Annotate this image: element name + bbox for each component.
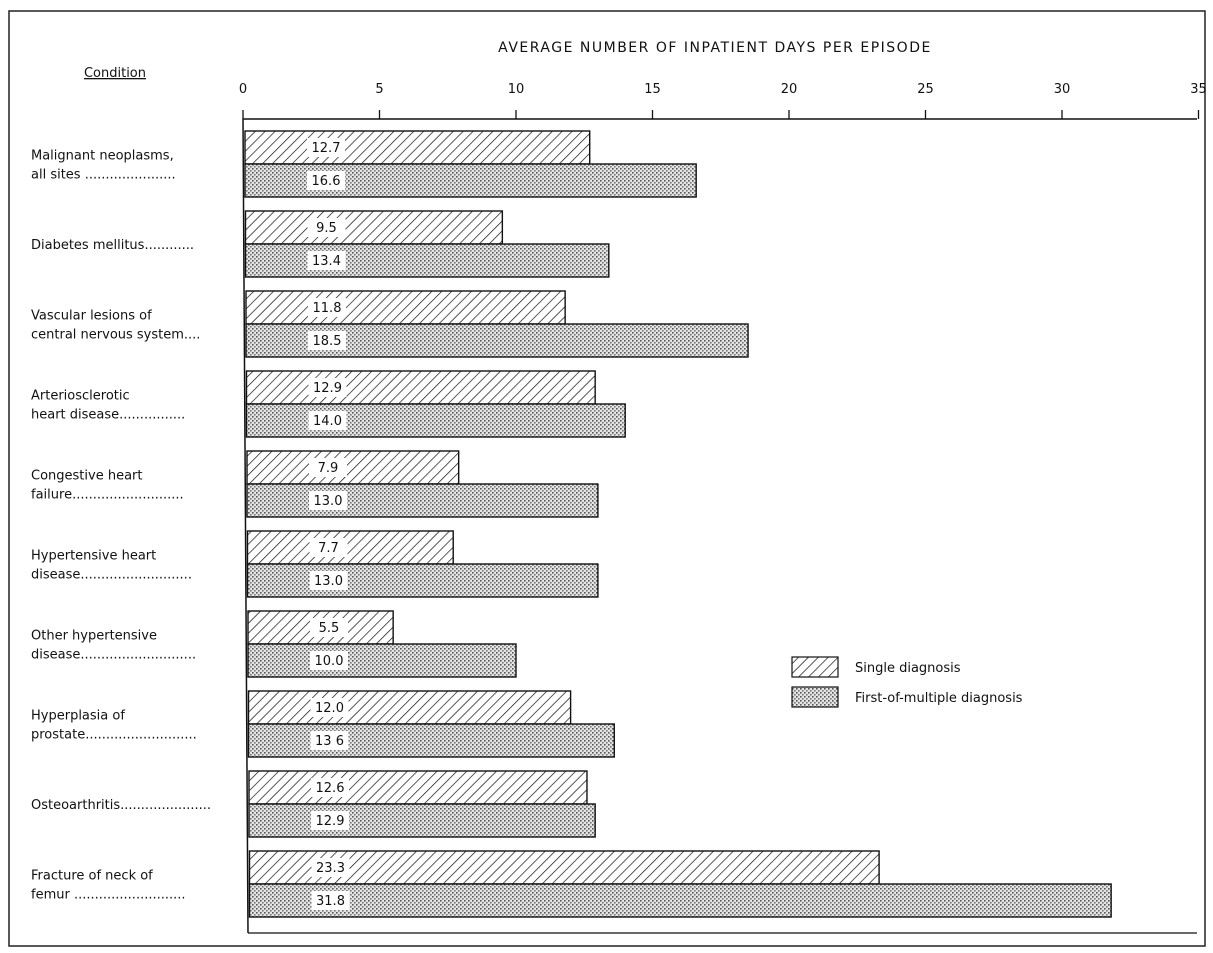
- bar-first-of-multiple: [246, 563, 599, 598]
- bar-first-of-multiple: [247, 723, 615, 758]
- value-label-box: [307, 171, 345, 190]
- category-label: prostate...........................: [31, 728, 197, 743]
- value-label-box: [310, 731, 349, 750]
- category-label: Osteoarthritis......................: [31, 798, 211, 813]
- category-label: Vascular lesions of: [31, 309, 152, 324]
- category-label: Other hypertensive: [31, 629, 157, 644]
- bars: 12.7 9.5 11.8 12.9 7.9 7.7 5.5 12.0 12.6 23.3 16.6…: [244, 130, 1112, 918]
- category-label: Arteriosclerotic: [31, 389, 130, 404]
- category-labels: Malignant neoplasms, all sites ..........…: [31, 149, 211, 903]
- bar-single-diagnosis: [248, 770, 588, 805]
- x-axis-ticks: 0 5 10 15 20 25 30 35: [239, 82, 1207, 119]
- value-label: 12.7: [312, 141, 341, 156]
- value-label: 23.3: [316, 861, 345, 876]
- legend-label-multiple: First-of-multiple diagnosis: [855, 691, 1023, 706]
- category-label: heart disease................: [31, 408, 185, 423]
- chart-title: AVERAGE NUMBER OF INPATIENT DAYS PER EPI…: [498, 40, 932, 56]
- legend-swatch-single: [791, 656, 839, 678]
- category-label: femur ...........................: [31, 888, 186, 903]
- value-label: 11.8: [313, 301, 342, 316]
- category-label: Fracture of neck of: [31, 869, 153, 884]
- value-label-box: [308, 298, 346, 317]
- value-label: 12.0: [315, 701, 344, 716]
- chart-frame: [8, 10, 1206, 947]
- value-label: 7.7: [318, 541, 339, 556]
- category-label: Malignant neoplasms,: [31, 149, 174, 164]
- bar-first-of-multiple: [244, 243, 610, 278]
- category-label: failure...........................: [31, 488, 184, 503]
- value-label: 10.0: [315, 654, 344, 669]
- value-label: 13.0: [314, 574, 343, 589]
- value-label-box: [310, 651, 348, 670]
- legend: Single diagnosis First-of-multiple diagn…: [791, 656, 1023, 708]
- value-label-box: [307, 138, 345, 157]
- value-label: 13 6: [315, 734, 344, 749]
- x-tick-label: 10: [508, 82, 525, 97]
- value-label-box: [310, 698, 349, 717]
- value-label: 13.0: [314, 494, 343, 509]
- value-label: 16.6: [312, 174, 341, 189]
- category-label: disease............................: [31, 648, 196, 663]
- category-label: Hypertensive heart: [31, 549, 156, 564]
- category-label: disease...........................: [31, 568, 192, 583]
- category-label: Congestive heart: [31, 469, 142, 484]
- category-label: Diabetes mellitus............: [31, 238, 194, 253]
- value-label-box: [310, 618, 348, 637]
- category-label: Hyperplasia of: [31, 709, 125, 724]
- value-label: 31.8: [316, 894, 345, 909]
- legend-swatch-multiple: [791, 686, 839, 708]
- value-label: 12.6: [316, 781, 345, 796]
- x-tick-label: 5: [375, 82, 383, 97]
- x-tick-label: 25: [917, 82, 934, 97]
- value-label-box: [309, 538, 348, 557]
- x-tick-label: 15: [644, 82, 661, 97]
- value-label-box: [309, 571, 348, 590]
- x-tick-label: 0: [239, 82, 247, 97]
- bar-first-of-multiple: [247, 643, 517, 678]
- value-label: 5.5: [319, 621, 340, 636]
- bar-first-of-multiple: [248, 883, 1112, 918]
- category-label: central nervous system....: [31, 328, 200, 343]
- legend-label-single: Single diagnosis: [855, 661, 961, 676]
- value-label-box: [308, 411, 347, 430]
- bar-first-of-multiple: [246, 483, 599, 518]
- value-label-box: [308, 378, 347, 397]
- value-label: 18.5: [313, 334, 342, 349]
- bar-single-diagnosis: [248, 850, 880, 885]
- value-label-box: [311, 811, 349, 830]
- value-label: 14.0: [313, 414, 342, 429]
- bar-single-diagnosis: [247, 690, 572, 725]
- value-label: 12.9: [313, 381, 342, 396]
- bar-first-of-multiple: [248, 803, 596, 838]
- bar-first-of-multiple: [245, 403, 626, 438]
- x-tick-label: 30: [1054, 82, 1071, 97]
- bar-single-diagnosis: [245, 290, 566, 325]
- value-label: 9.5: [316, 221, 337, 236]
- bar-single-diagnosis: [244, 130, 591, 165]
- value-label-box: [309, 458, 347, 477]
- bar-single-diagnosis: [244, 210, 504, 245]
- value-label: 7.9: [318, 461, 339, 476]
- value-label: 13.4: [312, 254, 341, 269]
- bar-single-diagnosis: [246, 450, 460, 485]
- value-label-box: [309, 491, 347, 510]
- x-tick-label: 20: [781, 82, 798, 97]
- value-label-box: [308, 331, 346, 350]
- value-label-box: [307, 218, 346, 237]
- category-header: Condition: [84, 66, 146, 81]
- value-label-box: [311, 858, 350, 877]
- value-label: 12.9: [316, 814, 345, 829]
- y-axis-line: [242, 118, 249, 934]
- x-tick-label: 35: [1190, 82, 1207, 97]
- value-label-box: [307, 251, 346, 270]
- bar-single-diagnosis: [245, 370, 596, 405]
- value-label-box: [311, 891, 350, 910]
- bar-single-diagnosis: [246, 530, 454, 565]
- value-label-box: [311, 778, 349, 797]
- category-label: all sites ......................: [31, 168, 176, 183]
